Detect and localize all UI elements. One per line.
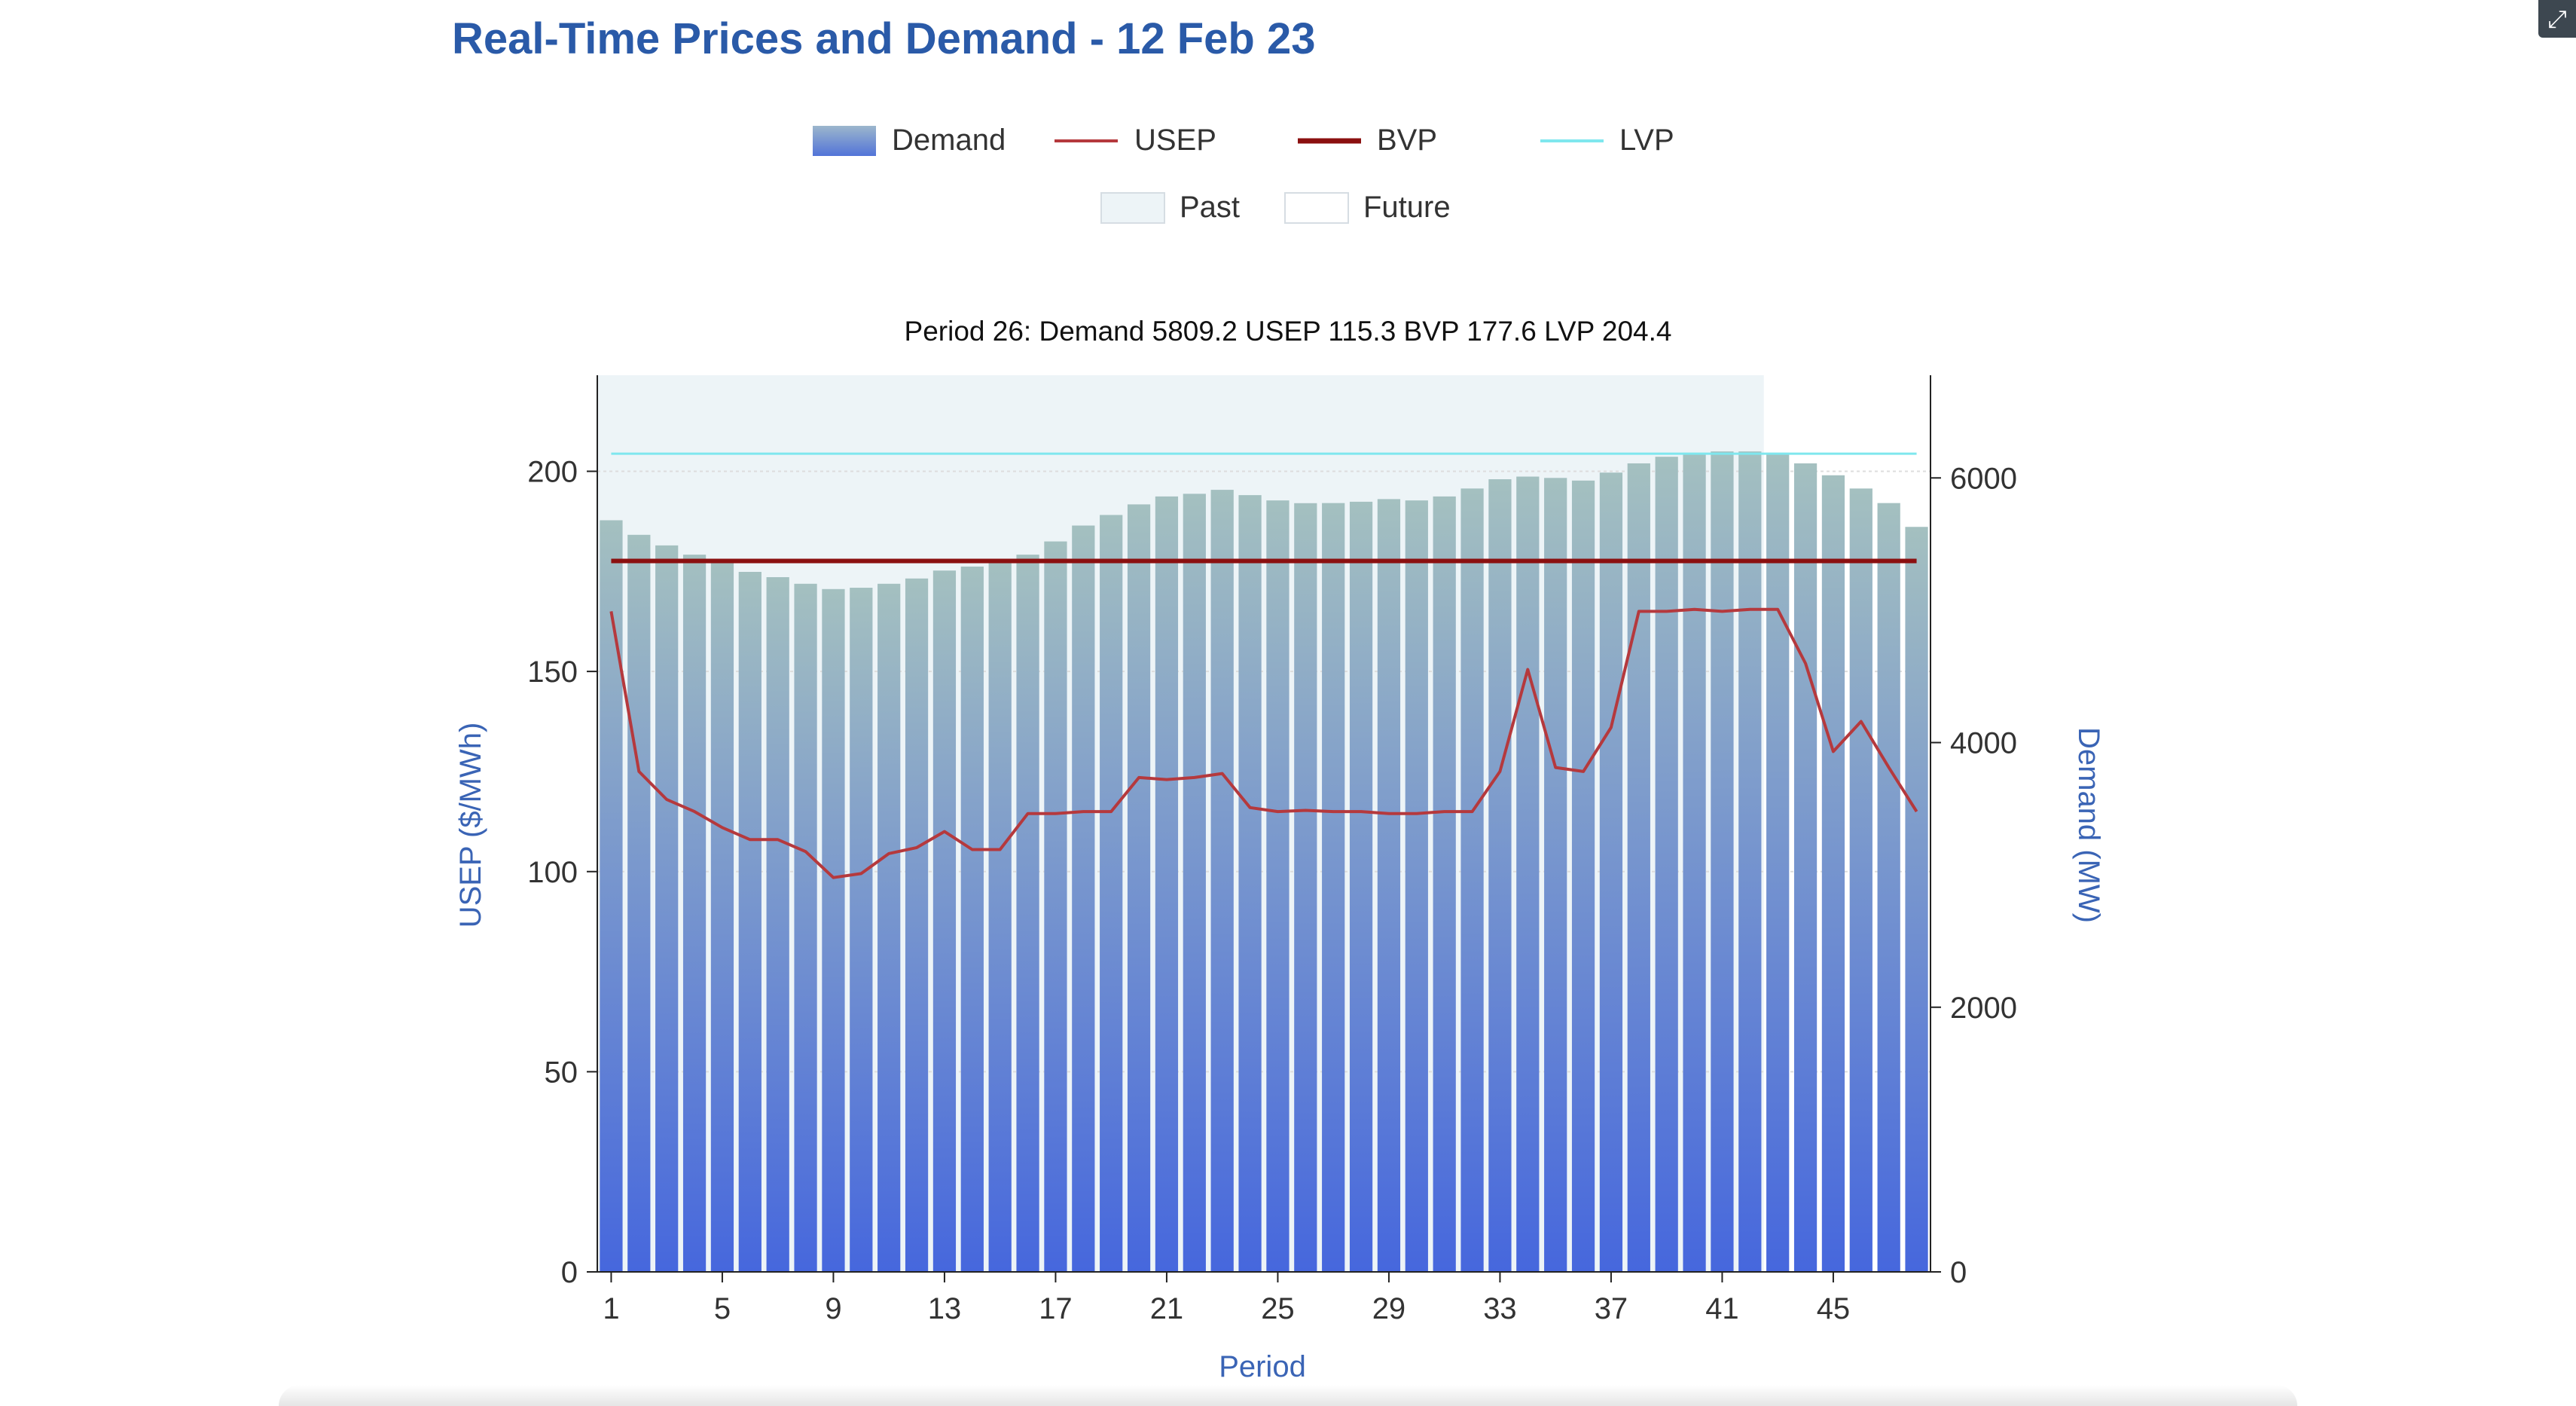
demand-bar-45	[1821, 475, 1845, 1273]
x-tick-label: 17	[1039, 1292, 1073, 1325]
legend-item-future[interactable]: Future	[1284, 191, 1451, 224]
y-axis-left-label: USEP ($/MWh)	[454, 723, 487, 928]
demand-bar-35	[1544, 478, 1567, 1272]
demand-bar-20	[1127, 504, 1151, 1272]
demand-bar-44	[1793, 463, 1818, 1272]
demand-bar-7	[766, 576, 789, 1272]
y-axis-right-label: Demand (MW)	[2072, 727, 2105, 923]
y-right-tick-label: 4000	[1950, 727, 2017, 760]
demand-bar-46	[1849, 488, 1872, 1272]
demand-bar-29	[1377, 499, 1401, 1273]
y-left-tick-label: 100	[527, 856, 578, 889]
demand-bar-28	[1349, 501, 1373, 1272]
demand-bar-42	[1738, 451, 1762, 1273]
x-tick-label: 37	[1595, 1292, 1628, 1325]
x-tick-label: 13	[928, 1292, 962, 1325]
demand-bar-26	[1294, 503, 1317, 1272]
demand-bar-41	[1711, 451, 1734, 1273]
demand-bar-27	[1322, 503, 1345, 1272]
x-tick-label: 21	[1150, 1292, 1184, 1325]
usep-line	[609, 607, 1918, 879]
demand-bar-22	[1183, 494, 1206, 1272]
legend-item-usep[interactable]: USEP	[1055, 124, 1216, 157]
demand-bar-39	[1655, 457, 1678, 1272]
demand-bar-23	[1210, 490, 1234, 1272]
x-tick-label: 25	[1261, 1292, 1295, 1325]
demand-bar-9	[822, 588, 845, 1272]
legend-label-future: Future	[1363, 191, 1451, 224]
x-tick-label: 5	[714, 1292, 731, 1325]
demand-bar-18	[1072, 525, 1095, 1272]
demand-bar-13	[932, 570, 957, 1272]
demand-bar-40	[1683, 452, 1706, 1272]
legend-swatch-future	[1284, 192, 1349, 224]
legend-swatch-demand	[813, 126, 876, 156]
demand-bar-16	[1016, 555, 1039, 1272]
demand-bar-33	[1488, 479, 1512, 1273]
legend-label-demand: Demand	[892, 124, 1006, 157]
y-right-tick-label: 6000	[1950, 462, 2017, 495]
x-tick-label: 45	[1817, 1292, 1851, 1325]
demand-bar-37	[1599, 472, 1623, 1272]
demand-bar-34	[1516, 476, 1540, 1272]
x-tick-label: 1	[603, 1292, 619, 1325]
info-text: Period 26: Demand 5809.2 USEP 115.3 BVP …	[905, 316, 1672, 347]
y-left-tick-label: 0	[561, 1256, 578, 1289]
demand-bar-38	[1627, 463, 1650, 1272]
page-title: Real-Time Prices and Demand - 12 Feb 23	[452, 14, 1316, 63]
demand-bar-25	[1266, 500, 1290, 1272]
demand-bar-5	[710, 562, 734, 1272]
y-left-tick-label: 150	[527, 656, 578, 689]
legend: Demand USEP BVP LVP Past Future	[813, 124, 1674, 224]
x-tick-label: 9	[825, 1292, 841, 1325]
y-right-tick-label: 0	[1950, 1256, 1967, 1289]
y-left-tick-label: 50	[545, 1056, 578, 1089]
demand-bar-47	[1877, 503, 1900, 1272]
x-tick-label: 33	[1483, 1292, 1517, 1325]
demand-bar-4	[682, 555, 707, 1272]
legend-label-bvp: BVP	[1377, 124, 1437, 157]
demand-bar-24	[1238, 495, 1262, 1272]
demand-bar-17	[1044, 541, 1067, 1272]
legend-item-demand[interactable]: Demand	[813, 124, 1006, 157]
demand-bar-48	[1905, 527, 1928, 1272]
demand-bar-21	[1155, 496, 1179, 1272]
expand-icon[interactable]: ⤢	[2538, 0, 2576, 38]
axes	[597, 375, 1931, 1273]
legend-label-usep: USEP	[1134, 124, 1216, 157]
past-region	[597, 375, 1764, 1272]
demand-bar-31	[1433, 496, 1456, 1272]
bottom-shadow	[279, 1385, 2297, 1406]
x-tick-label: 29	[1372, 1292, 1406, 1325]
demand-bar-3	[655, 545, 679, 1272]
demand-bar-2	[627, 534, 651, 1272]
demand-bar-43	[1766, 452, 1790, 1272]
demand-bar-19	[1100, 515, 1123, 1272]
demand-bar-12	[905, 578, 929, 1272]
demand-bar-14	[960, 566, 984, 1272]
demand-bar-15	[988, 561, 1012, 1272]
legend-swatch-past	[1100, 192, 1165, 224]
y-left-tick-label: 200	[527, 456, 578, 489]
demand-bar-36	[1571, 480, 1595, 1272]
x-axis-label: Period	[1219, 1350, 1306, 1383]
legend-label-past: Past	[1180, 191, 1240, 224]
demand-bar-6	[738, 571, 762, 1272]
gridlines	[597, 470, 1930, 1073]
legend-item-lvp[interactable]: LVP	[1540, 124, 1674, 157]
legend-label-lvp: LVP	[1619, 124, 1674, 157]
legend-item-past[interactable]: Past	[1100, 191, 1240, 224]
demand-bar-11	[877, 583, 901, 1272]
x-tick-label: 41	[1705, 1292, 1739, 1325]
demand-bar-10	[850, 588, 873, 1272]
demand-bar-32	[1460, 488, 1484, 1272]
demand-bar-30	[1405, 500, 1428, 1272]
demand-bar-8	[794, 583, 817, 1272]
y-right-tick-label: 2000	[1950, 992, 2017, 1025]
demand-bar-1	[600, 520, 623, 1272]
legend-item-bvp[interactable]: BVP	[1298, 124, 1437, 157]
demand-bars	[600, 451, 1928, 1273]
